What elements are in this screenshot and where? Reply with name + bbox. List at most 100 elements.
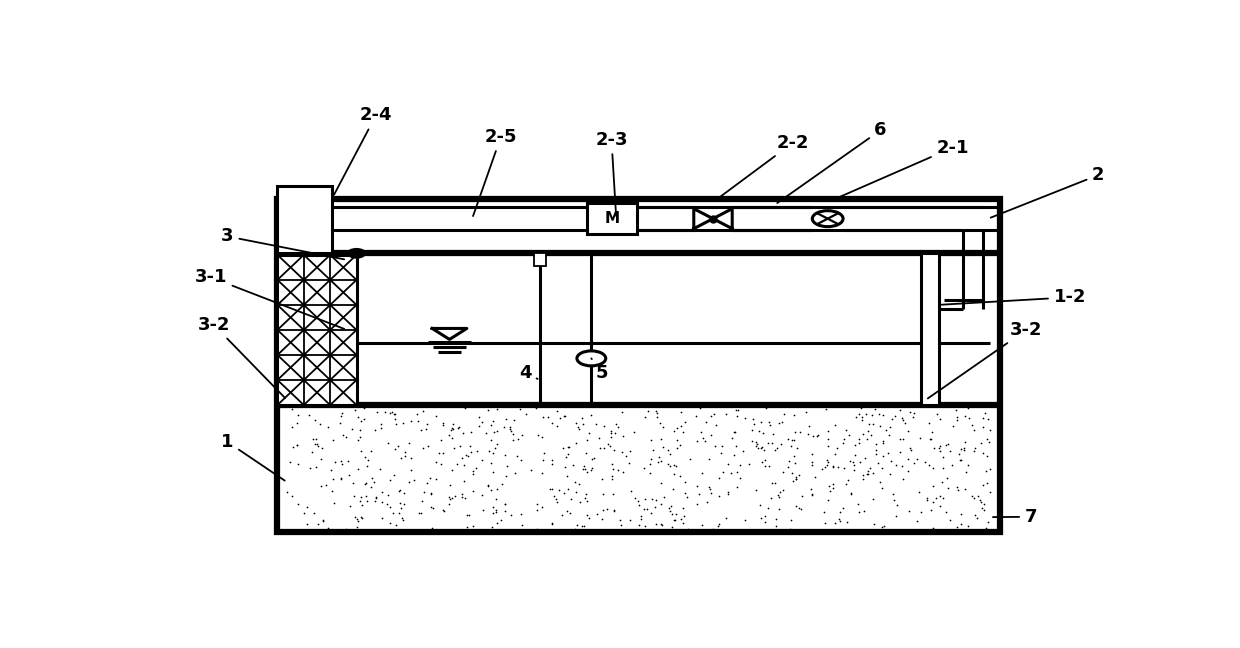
Point (852, 411, 872, 422)
Point (959, 402, 978, 413)
Point (689, 489, 709, 500)
Point (673, 427, 693, 437)
Point (904, 457, 924, 468)
Point (507, 451, 527, 461)
Point (346, 511, 366, 522)
Point (852, 415, 872, 425)
Point (802, 489, 822, 500)
Point (542, 518, 562, 529)
Point (859, 419, 879, 430)
Point (976, 466, 996, 476)
Point (977, 434, 997, 444)
Point (596, 503, 616, 514)
Point (777, 434, 797, 444)
Point (505, 468, 525, 478)
Point (944, 421, 963, 431)
Point (443, 432, 463, 443)
Point (930, 414, 950, 424)
Point (830, 507, 849, 517)
Point (593, 474, 613, 484)
Point (594, 443, 614, 454)
Point (286, 440, 306, 450)
Point (735, 412, 755, 422)
Point (604, 489, 624, 500)
Point (440, 494, 460, 504)
Point (601, 459, 621, 470)
Point (641, 454, 661, 464)
Point (631, 511, 651, 522)
Point (758, 503, 777, 513)
Point (606, 419, 626, 429)
Point (417, 419, 436, 429)
Point (836, 478, 856, 489)
Point (955, 443, 975, 454)
Point (930, 491, 950, 502)
Point (350, 496, 370, 506)
Point (572, 521, 591, 531)
Point (351, 492, 371, 503)
Point (863, 493, 883, 503)
Point (516, 409, 536, 419)
Point (455, 403, 475, 413)
Point (495, 499, 515, 509)
Point (825, 419, 844, 430)
Point (565, 437, 585, 448)
Text: 2-4: 2-4 (334, 106, 392, 194)
Point (450, 441, 470, 451)
Point (608, 465, 627, 475)
Point (634, 503, 653, 514)
Point (565, 476, 585, 487)
Point (867, 448, 887, 459)
Point (553, 443, 573, 453)
Bar (920, 253, 940, 405)
Text: M: M (605, 211, 620, 226)
Point (312, 516, 332, 526)
Point (577, 496, 596, 506)
Point (528, 430, 548, 440)
Point (503, 435, 523, 445)
Point (947, 415, 967, 425)
Point (631, 514, 651, 524)
Point (784, 410, 804, 420)
Point (543, 459, 563, 469)
Point (594, 421, 614, 432)
Point (422, 523, 441, 533)
Point (742, 425, 761, 435)
Point (300, 463, 320, 474)
Point (751, 443, 771, 454)
Point (430, 459, 450, 470)
Point (956, 467, 976, 478)
Point (339, 456, 358, 466)
Point (427, 411, 446, 421)
Point (697, 497, 717, 507)
Point (756, 402, 776, 413)
Point (724, 427, 744, 437)
Point (727, 405, 746, 415)
Point (759, 417, 779, 428)
Point (637, 503, 657, 514)
Point (921, 434, 941, 445)
Point (823, 478, 843, 489)
Point (962, 491, 982, 502)
Point (444, 443, 464, 454)
Point (613, 430, 632, 441)
Point (355, 414, 374, 424)
Point (386, 419, 405, 429)
Point (408, 416, 428, 426)
Point (704, 409, 724, 419)
Point (629, 500, 649, 510)
Point (574, 520, 594, 531)
Point (485, 443, 505, 453)
Point (951, 509, 971, 519)
Point (527, 505, 547, 515)
Point (802, 457, 822, 467)
Point (760, 420, 780, 430)
Point (593, 504, 613, 515)
Point (577, 447, 596, 457)
Point (311, 481, 331, 491)
Point (613, 446, 632, 457)
Point (521, 465, 541, 476)
Point (613, 467, 632, 477)
Point (573, 463, 593, 474)
Point (331, 411, 351, 422)
